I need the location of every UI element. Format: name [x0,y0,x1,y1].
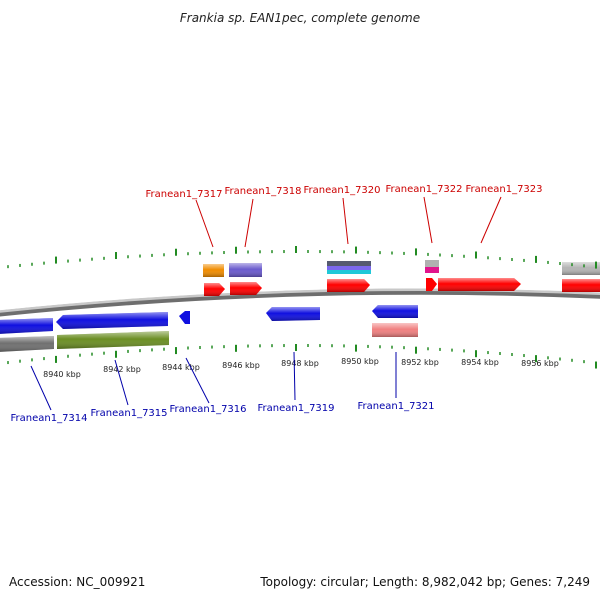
gene-shade [230,282,262,295]
gene-shade [229,263,262,277]
gene-shade [57,331,169,349]
callout-line [195,199,214,248]
gene-shade [438,278,521,291]
gene-shade [56,312,168,329]
tick-label: 8944 kbp [162,363,200,372]
gene-label-7315[interactable]: Franean1_7315 [90,408,167,419]
tick-label: 8946 kbp [222,361,260,370]
gene-shade [562,279,600,292]
callout-line [480,196,502,244]
gene-label-7321[interactable]: Franean1_7321 [357,401,434,412]
reverse-genes [0,305,418,352]
tick-label: 8948 kbp [281,359,319,368]
gene-gray-stripe[interactable] [327,261,371,266]
tick-label: 8950 kbp [341,357,379,366]
callout-line [244,198,254,248]
callout-line [30,365,52,411]
backbone-shadow [0,288,600,317]
gene-shade [562,262,600,275]
callout-line [114,359,129,406]
reverse-labels: Franean1_7314 Franean1_7315 Franean1_731… [10,401,434,424]
gene-pink[interactable] [425,267,439,273]
gene-shade [204,283,225,296]
gene-label-7317[interactable]: Franean1_7317 [145,189,222,200]
gene-shade [0,336,54,352]
gene-arrow-7316[interactable] [179,311,190,324]
gene-purple-stripe[interactable] [327,266,371,270]
reverse-callouts [30,351,397,411]
tick-label: 8956 kbp [521,359,559,368]
accession-text: Accession: NC_009921 [9,575,146,589]
gene-shade [327,279,370,292]
gene-gray-small[interactable] [425,260,439,267]
gene-label-7314[interactable]: Franean1_7314 [10,413,87,424]
upper-tick-row [7,246,597,269]
gene-label-7316[interactable]: Franean1_7316 [169,404,246,415]
gene-shade [266,307,320,321]
gene-arrow-7322[interactable] [426,278,437,291]
gene-label-7322[interactable]: Franean1_7322 [385,184,462,195]
forward-labels: Franean1_7317 Franean1_7318 Franean1_732… [145,184,542,200]
tick-label: 8942 kbp [103,365,141,374]
gene-cyan-stripe[interactable] [327,270,371,274]
tick-label: 8954 kbp [461,358,499,367]
gene-label-7319[interactable]: Franean1_7319 [257,403,334,414]
backbone [0,288,600,313]
gene-shade [0,318,53,334]
map-title: Frankia sp. EAN1pec, complete genome [180,11,420,25]
tick-labels: 8940 kbp 8942 kbp 8944 kbp 8946 kbp 8948… [43,357,559,379]
gene-label-7318[interactable]: Franean1_7318 [224,186,301,197]
callout-line [293,351,296,401]
callout-line [342,197,349,245]
gene-shade [203,264,224,277]
lower-tick-row [7,344,597,369]
topology-text: Topology: circular; Length: 8,982,042 bp… [260,575,590,589]
tick-label: 8952 kbp [401,358,439,367]
tick-label: 8940 kbp [43,370,81,379]
forward-callouts [195,196,502,248]
gene-shade [372,305,418,318]
callout-line [185,357,210,404]
gene-label-7323[interactable]: Franean1_7323 [465,184,542,195]
gene-label-7320[interactable]: Franean1_7320 [303,185,380,196]
callout-line [423,196,433,244]
gene-shade [372,323,418,337]
